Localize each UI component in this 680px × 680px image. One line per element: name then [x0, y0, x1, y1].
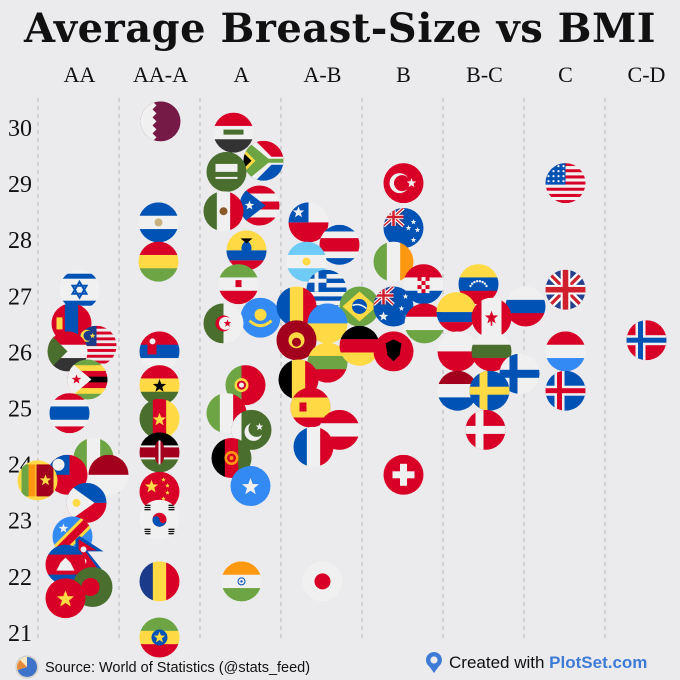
flag-marker-srilanka: Sri Lanka (AA, BMI 23.7)	[17, 460, 58, 501]
flag-marker-russia: Russia (B-C, BMI 26.8)	[505, 286, 546, 327]
flag-marker-uk: United Kingdom (C, BMI 27.1)	[545, 269, 586, 310]
x-tick-label: AA-A	[133, 62, 188, 87]
source-text: Source: World of Statistics (@stats_feed…	[45, 660, 310, 676]
flag-marker-cameroon: Cameroon (AA-A, BMI 24.8)	[139, 398, 180, 439]
flag-marker-elsalvador: El Salvador (AA-A, BMI 28.3)	[138, 202, 179, 243]
y-tick-label: 21	[8, 621, 32, 647]
flag-marker-chile: Chile (A-B, BMI 28.3)	[288, 202, 329, 243]
flag-marker-chad: Chad (AA-A, BMI 21.9)	[139, 561, 180, 602]
flag-marker-canada: Canada (B-C, BMI 26.6)	[471, 297, 512, 338]
x-tick-label: C	[558, 62, 573, 87]
flag-marker-zimbabwe: Zimbabwe (AA, BMI 25.5)	[67, 359, 108, 400]
y-tick-label: 25	[8, 397, 32, 423]
flag-marker-poland: Poland (B-C, BMI 26)	[437, 331, 478, 372]
flag-marker-japan: Japan (A-B, BMI 21.9)	[302, 561, 343, 602]
x-tick-label: A	[234, 62, 250, 87]
flag-marker-puertorico: Puerto Rico (A, BMI 28.6)	[239, 185, 280, 226]
flag-marker-kazakhstan: Kazakhstan (A, BMI 26.6)	[240, 297, 281, 338]
flag-marker-croatia: Croatia (B, BMI 27.2)	[403, 264, 444, 305]
plotset-brand-link[interactable]: PlotSet.com	[549, 653, 647, 672]
plotset-logo-icon	[425, 652, 442, 673]
y-tick-label: 23	[8, 509, 32, 535]
flag-marker-luxembourg: Luxembourg (C, BMI 26)	[545, 331, 586, 372]
flag-marker-kenya: Kenya (AA-A, BMI 24.2)	[139, 432, 180, 473]
flag-marker-iran: Iran (A, BMI 27.2)	[218, 264, 259, 305]
flag-marker-hungary: Hungary (B, BMI 26.5)	[404, 303, 445, 344]
x-tick-label: B-C	[466, 62, 503, 87]
footer: Source: World of Statistics (@stats_feed…	[15, 652, 647, 679]
y-tick-label: 29	[8, 172, 32, 198]
flag-marker-iraq: Iraq (A, BMI 29.9)	[213, 112, 254, 153]
flag-marker-ireland: Ireland (B, BMI 27.6)	[373, 241, 414, 282]
flag-marker-netherlands: Netherlands (B-C, BMI 25.3)	[437, 370, 478, 411]
created-with-text[interactable]: Created with PlotSet.com	[449, 653, 647, 672]
flag-marker-norway: Norway (C-D, BMI 26.2)	[626, 320, 667, 361]
flag-marker-iceland: Iceland (C, BMI 25.3)	[545, 370, 586, 411]
chart-title: Average Breast-Size vs BMI	[23, 5, 656, 52]
y-tick-label: 27	[8, 284, 32, 310]
flag-marker-india: India (A, BMI 21.9)	[221, 561, 262, 602]
y-tick-label: 26	[8, 340, 32, 366]
flag-marker-denmark: Denmark (B-C, BMI 24.6)	[465, 409, 506, 450]
flag-markers: Israel (AA, BMI 27.1)Mongolia (AA, BMI 2…	[17, 101, 667, 658]
flag-marker-albania: Albania (B, BMI 26)	[373, 331, 414, 372]
x-tick-labels: AA AA-A A A-B B B-C C C-D	[64, 62, 666, 87]
flag-marker-turkey: Turkey (B, BMI 29)	[383, 163, 424, 204]
flag-marker-costarica: Costa Rica (A-B, BMI 27.9)	[319, 224, 360, 265]
y-tick-label: 28	[8, 228, 32, 254]
x-tick-label: A-B	[304, 62, 342, 87]
source-logo-icon	[15, 655, 39, 679]
flag-marker-argentina: Argentina (A-B, BMI 27.6)	[286, 241, 327, 282]
flag-marker-thailand: Thailand (AA, BMI 24.9)	[49, 393, 90, 434]
flag-marker-switzerland: Switzerland (B, BMI 23.8)	[383, 454, 424, 495]
flag-marker-colombia: Colombia (B-C, BMI 26.7)	[436, 292, 477, 333]
flag-marker-somalia: Somalia (A, BMI 23.6)	[230, 466, 271, 506]
flag-marker-qatar: Qatar (AA-A, BMI 30.1)	[140, 101, 181, 142]
x-tick-label: B	[396, 62, 411, 87]
flag-marker-greece: Greece (A-B, BMI 27.1)	[306, 269, 347, 310]
y-tick-label: 22	[8, 565, 32, 591]
y-tick-label: 30	[8, 116, 32, 142]
created-prefix: Created with	[449, 653, 549, 672]
flag-marker-usa: United States (C, BMI 29)	[545, 163, 586, 204]
flag-marker-mexico: Mexico (A, BMI 28.5)	[203, 191, 244, 232]
flag-marker-france: France (A-B, BMI 24.3)	[293, 426, 334, 467]
flag-marker-germany: Germany (B, BMI 26.1)	[339, 325, 380, 366]
flag-marker-vietnam: Vietnam (AA, BMI 21.6)	[45, 578, 86, 619]
flag-marker-spain: Spain (A-B, BMI 25)	[290, 387, 331, 428]
x-tick-label: C-D	[628, 62, 666, 87]
flag-marker-algeria: Algeria (A, BMI 26.5)	[203, 303, 244, 344]
flag-marker-bolivia: Bolivia (AA-A, BMI 27.6)	[138, 241, 179, 282]
flag-marker-southkorea: South Korea (AA-A, BMI 23)	[139, 499, 180, 540]
flag-marker-sweden: Sweden (B-C, BMI 25.3)	[469, 370, 510, 411]
flag-marker-southafrica: South Africa (A, BMI 29.4)	[243, 140, 284, 181]
flag-marker-ecuador: Ecuador (A, BMI 27.8)	[226, 230, 267, 271]
flag-marker-ethiopia: Ethiopia (AA-A, BMI 20.9)	[139, 617, 180, 658]
x-tick-label: AA	[64, 62, 96, 87]
flag-marker-newzealand: New Zealand (B, BMI 28.2)	[383, 208, 424, 248]
flag-marker-ukraine: Ukraine (A-B, BMI 26.5)	[307, 303, 348, 344]
grid-lines	[37, 98, 606, 640]
flag-marker-sudan: Sudan (AA, BMI 26)	[47, 331, 88, 372]
flag-marker-saudiarabia: Saudi Arabia (A, BMI 29.2)	[206, 151, 247, 192]
flag-marker-israel: Israel (AA, BMI 27.1)	[59, 269, 100, 310]
